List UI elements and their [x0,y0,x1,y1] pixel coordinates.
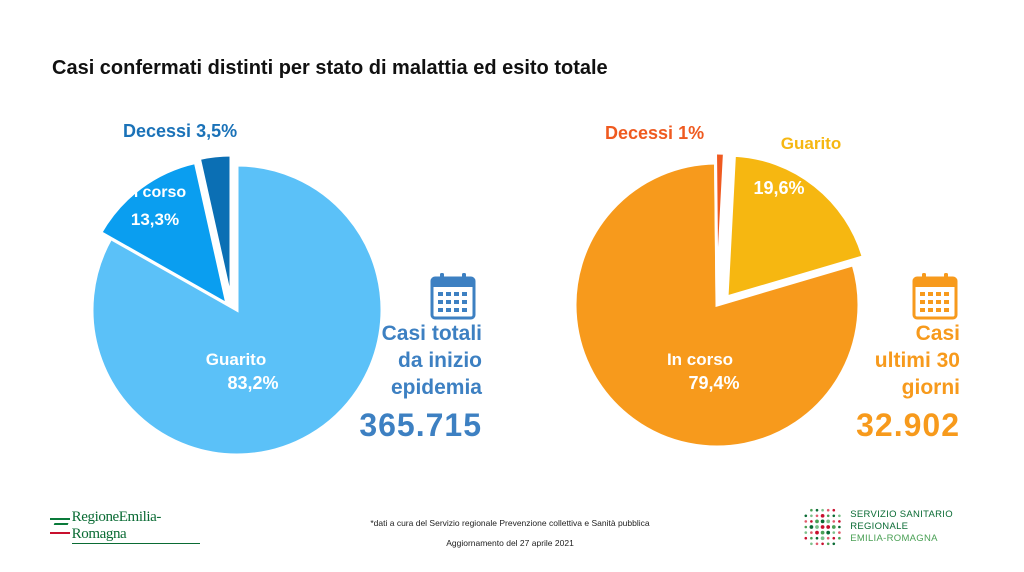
pie-chart-total: Guarito 83,2% In corso 13,3% Decessi 3,5% [90,121,384,457]
logo-dot [832,531,836,534]
logo-dot [810,531,813,534]
logo-dot [832,520,836,523]
logo-dot [804,520,808,523]
pie-slice-guarito [90,163,384,457]
logo-dot [804,531,808,534]
total-caption-line: ultimi 30 [874,349,960,372]
data-source-note: *dati a cura del Servizio regionale Prev… [370,518,650,528]
calendar-icon [430,273,476,320]
logo-dot [832,536,836,540]
total-caption-line: giorni [901,376,960,399]
regione-emilia-romagna-logo: RegioneEmilia-Romagna [50,509,200,544]
logo-dot [826,530,831,535]
logo-dot [821,508,824,512]
logo-dot [815,530,819,535]
page-title: Casi confermati distinti per stato di ma… [52,57,608,79]
logo-dot [815,519,819,524]
logo-dot [810,542,813,546]
calendar-icon [912,273,958,320]
pie-slice-value: 13,3% [131,210,179,229]
logo-dot [810,520,813,523]
total-caption-line: Casi [915,322,960,345]
logo-dot [826,508,830,512]
pie-slice-guarito [725,153,866,300]
pie-slice-name: In corso [667,350,733,369]
logo-dot [810,508,813,512]
logo-dot [838,531,841,534]
logo-dot [815,514,819,518]
logo-dot [820,530,825,535]
logo-dot [810,536,813,540]
logo-dot [820,513,825,518]
logo-dot [815,542,819,546]
ssr-logo-line2: EMILIA-ROMAGNA [850,533,938,544]
logo-dot [815,508,819,512]
logo-dot [831,525,836,529]
region-flag-icon [50,518,70,534]
logo-dot [809,525,814,529]
logo-dot [838,536,841,540]
logo-dot [826,519,831,524]
pie-slice-value: 83,2% [227,373,278,393]
pie-slice-value: 79,4% [688,373,739,393]
pie-slice-in-corso [573,161,861,449]
total-caption-line: da inizio [398,349,482,372]
logo-dot [804,536,808,540]
pie-slice-in-corso [98,160,230,307]
total-cases-value: 365.715 [359,407,482,443]
pie-slice-name: Guarito [206,350,266,369]
region-logo-text: RegioneEmilia-Romagna [71,509,200,544]
dot-grid-icon [804,508,841,546]
pie-slice-decessi [197,153,233,301]
pie-slice-label: Decessi 3,5% [123,121,237,141]
logo-dot [804,525,808,529]
logo-dot [832,508,836,512]
logo-dot [832,514,836,518]
logo-dot [826,536,830,540]
pie-slice-value: 19,6% [753,178,804,198]
pie-chart-30-days: Guarito 19,6% In corso 79,4% Decessi 1% [573,123,866,449]
logo-dot [838,520,841,523]
logo-dot [838,514,841,518]
logo-dot [804,514,808,518]
pie-slice-name: Guarito [781,134,841,153]
total-caption-line: Casi totali [381,322,482,345]
update-date: Aggiornamento del 27 aprile 2021 [446,538,574,548]
logo-dot [820,525,825,529]
logo-dot [815,536,819,540]
pie-slice-label: Decessi 1% [605,123,704,143]
total-caption-line: epidemia [390,376,482,399]
ssr-logo-line1: SERVIZIO SANITARIO REGIONALE [850,509,953,532]
servizio-sanitario-logo: SERVIZIO SANITARIO REGIONALE EMILIA-ROMA… [803,504,1003,550]
logo-dot [826,525,831,529]
logo-dot [820,519,825,524]
logo-dot [815,525,819,529]
logo-dot [838,525,841,529]
last-30-days-block: Casi ultimi 30 giorni 32.902 [820,272,960,443]
pie-slice-decessi [713,151,727,296]
logo-dot [826,542,830,546]
last-30-days-value: 32.902 [856,407,960,443]
pie-slice-name: In corso [124,184,186,201]
logo-dot [821,542,824,546]
logo-dot [810,514,813,518]
total-cases-block: Casi totali da inizio epidemia 365.715 [340,272,482,443]
logo-dot [832,542,836,546]
logo-dot [820,536,825,541]
logo-dot [826,514,830,518]
